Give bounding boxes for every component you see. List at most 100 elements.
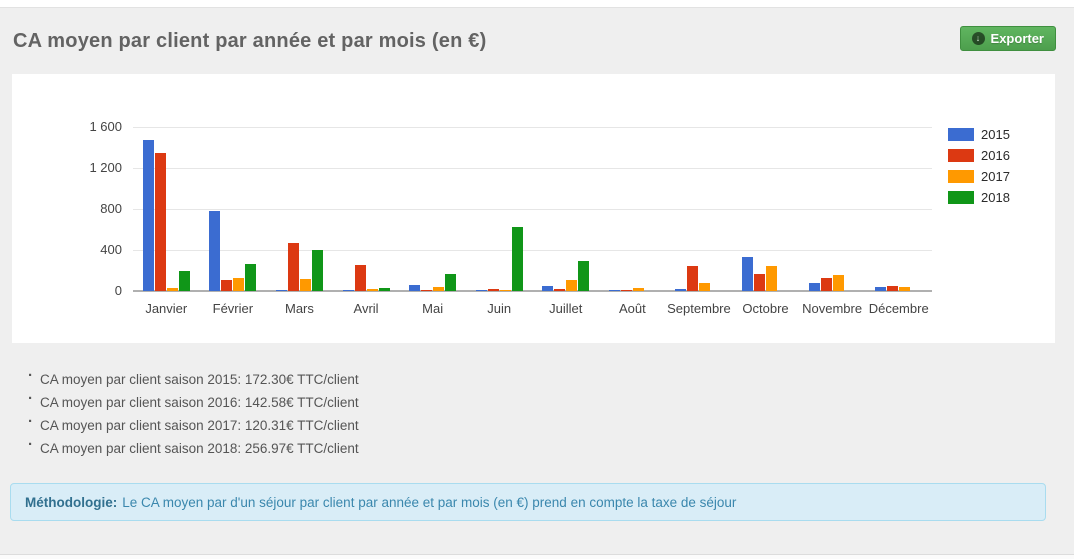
bullet-icon: · [28,436,33,453]
bar-2017[interactable] [766,266,778,291]
x-axis-line [133,290,932,292]
bar-2018[interactable] [578,261,590,291]
legend-item-2016[interactable]: 2016 [948,145,1010,166]
y-tick-label: 400 [100,242,122,257]
bar-2017[interactable] [699,283,711,291]
summary-list: · CA moyen par client saison 2015: 172.30… [28,367,359,460]
bar-2015[interactable] [608,290,620,291]
legend-swatch [948,149,974,162]
legend-item-2015[interactable]: 2015 [948,124,1010,145]
legend-label: 2016 [981,148,1010,163]
bar-2015[interactable] [142,140,154,291]
gridline [133,168,932,169]
bullet-icon: · [28,390,33,407]
bar-2016[interactable] [354,265,366,291]
bar-group [333,127,400,291]
bar-2016[interactable] [620,290,632,291]
methodology-text: Le CA moyen par d'un séjour par client p… [122,494,737,510]
bar-2018[interactable] [178,271,190,291]
bar-2016[interactable] [887,286,899,291]
bar-group [133,127,200,291]
x-tick-label: Août [618,301,646,316]
x-tick-label: Juin [487,301,512,316]
bar-2018[interactable] [378,288,390,291]
x-tick-label: Décembre [868,301,929,316]
bottom-strip [0,555,1074,559]
bar-2017[interactable] [832,275,844,291]
bar-2015[interactable] [542,286,554,291]
bar-group [599,127,666,291]
gridline [133,209,932,210]
legend-swatch [948,128,974,141]
x-tick-label: Septembre [667,301,731,316]
bar-group [200,127,267,291]
bar-group [865,127,932,291]
bar-2015[interactable] [409,285,421,291]
bar-2016[interactable] [487,289,499,291]
bar-group [399,127,466,291]
x-tick-label: Mai [422,301,444,316]
bar-2018[interactable] [511,227,523,291]
summary-item: · CA moyen par client saison 2018: 256.97… [28,436,359,460]
bar-2017[interactable] [499,290,511,291]
bar-2016[interactable] [421,290,433,291]
summary-item-text: CA moyen par client saison 2016: 142.58€… [40,395,359,410]
legend-label: 2015 [981,127,1010,142]
x-tick-label: Mars [285,301,314,316]
bar-2015[interactable] [342,290,354,291]
y-tick-label: 1 200 [89,160,122,175]
bar-2018[interactable] [245,264,257,291]
bar-group [266,127,333,291]
bar-2015[interactable] [209,211,221,291]
bullet-icon: · [28,413,33,430]
legend-swatch [948,170,974,183]
bar-2015[interactable] [742,257,754,291]
bar-2018[interactable] [445,274,457,291]
bar-2016[interactable] [687,266,699,291]
summary-item: · CA moyen par client saison 2016: 142.58… [28,390,359,414]
x-tick-label: Octobre [742,301,789,316]
methodology-note: Méthodologie: Le CA moyen par d'un séjou… [10,483,1046,521]
bar-2015[interactable] [475,290,487,291]
y-tick-label: 800 [100,201,122,216]
export-button[interactable]: ↓ Exporter [959,26,1056,51]
bar-2017[interactable] [566,280,578,291]
bar-2015[interactable] [275,290,287,291]
legend-label: 2017 [981,169,1010,184]
bar-2016[interactable] [820,278,832,291]
bar-2018[interactable] [311,250,323,291]
bar-group [666,127,733,291]
gridline [133,127,932,128]
x-tick-label: Juillet [549,301,583,316]
legend-swatch [948,191,974,204]
bar-2017[interactable] [899,287,911,291]
bar-2017[interactable] [632,288,644,291]
bar-2017[interactable] [166,288,178,291]
bar-2016[interactable] [221,280,233,291]
summary-item: · CA moyen par client saison 2017: 120.31… [28,413,359,437]
bar-group [533,127,600,291]
legend-label: 2018 [981,190,1010,205]
bottom-section-divider [0,554,1074,555]
chart-plot-area [133,127,932,292]
legend-item-2017[interactable]: 2017 [948,166,1010,187]
bar-2016[interactable] [287,243,299,291]
legend-item-2018[interactable]: 2018 [948,187,1010,208]
bar-2017[interactable] [299,279,311,291]
bar-2015[interactable] [808,283,820,291]
bar-group [466,127,533,291]
x-tick-label: Novembre [802,301,863,316]
bullet-icon: · [28,367,33,384]
bar-2017[interactable] [233,278,245,291]
bar-2017[interactable] [433,287,445,291]
export-button-label: Exporter [990,31,1044,46]
bar-2017[interactable] [366,289,378,291]
bar-2016[interactable] [554,289,566,291]
summary-item-text: CA moyen par client saison 2017: 120.31€… [40,418,359,433]
bar-2015[interactable] [675,289,687,291]
bar-2016[interactable] [154,153,166,291]
summary-item-text: CA moyen par client saison 2018: 256.97€… [40,441,359,456]
chart-panel: 0 400 800 1 200 1 600 Janvier Février Mars Avri… [12,74,1055,343]
bar-2016[interactable] [754,274,766,291]
bar-2015[interactable] [875,287,887,291]
